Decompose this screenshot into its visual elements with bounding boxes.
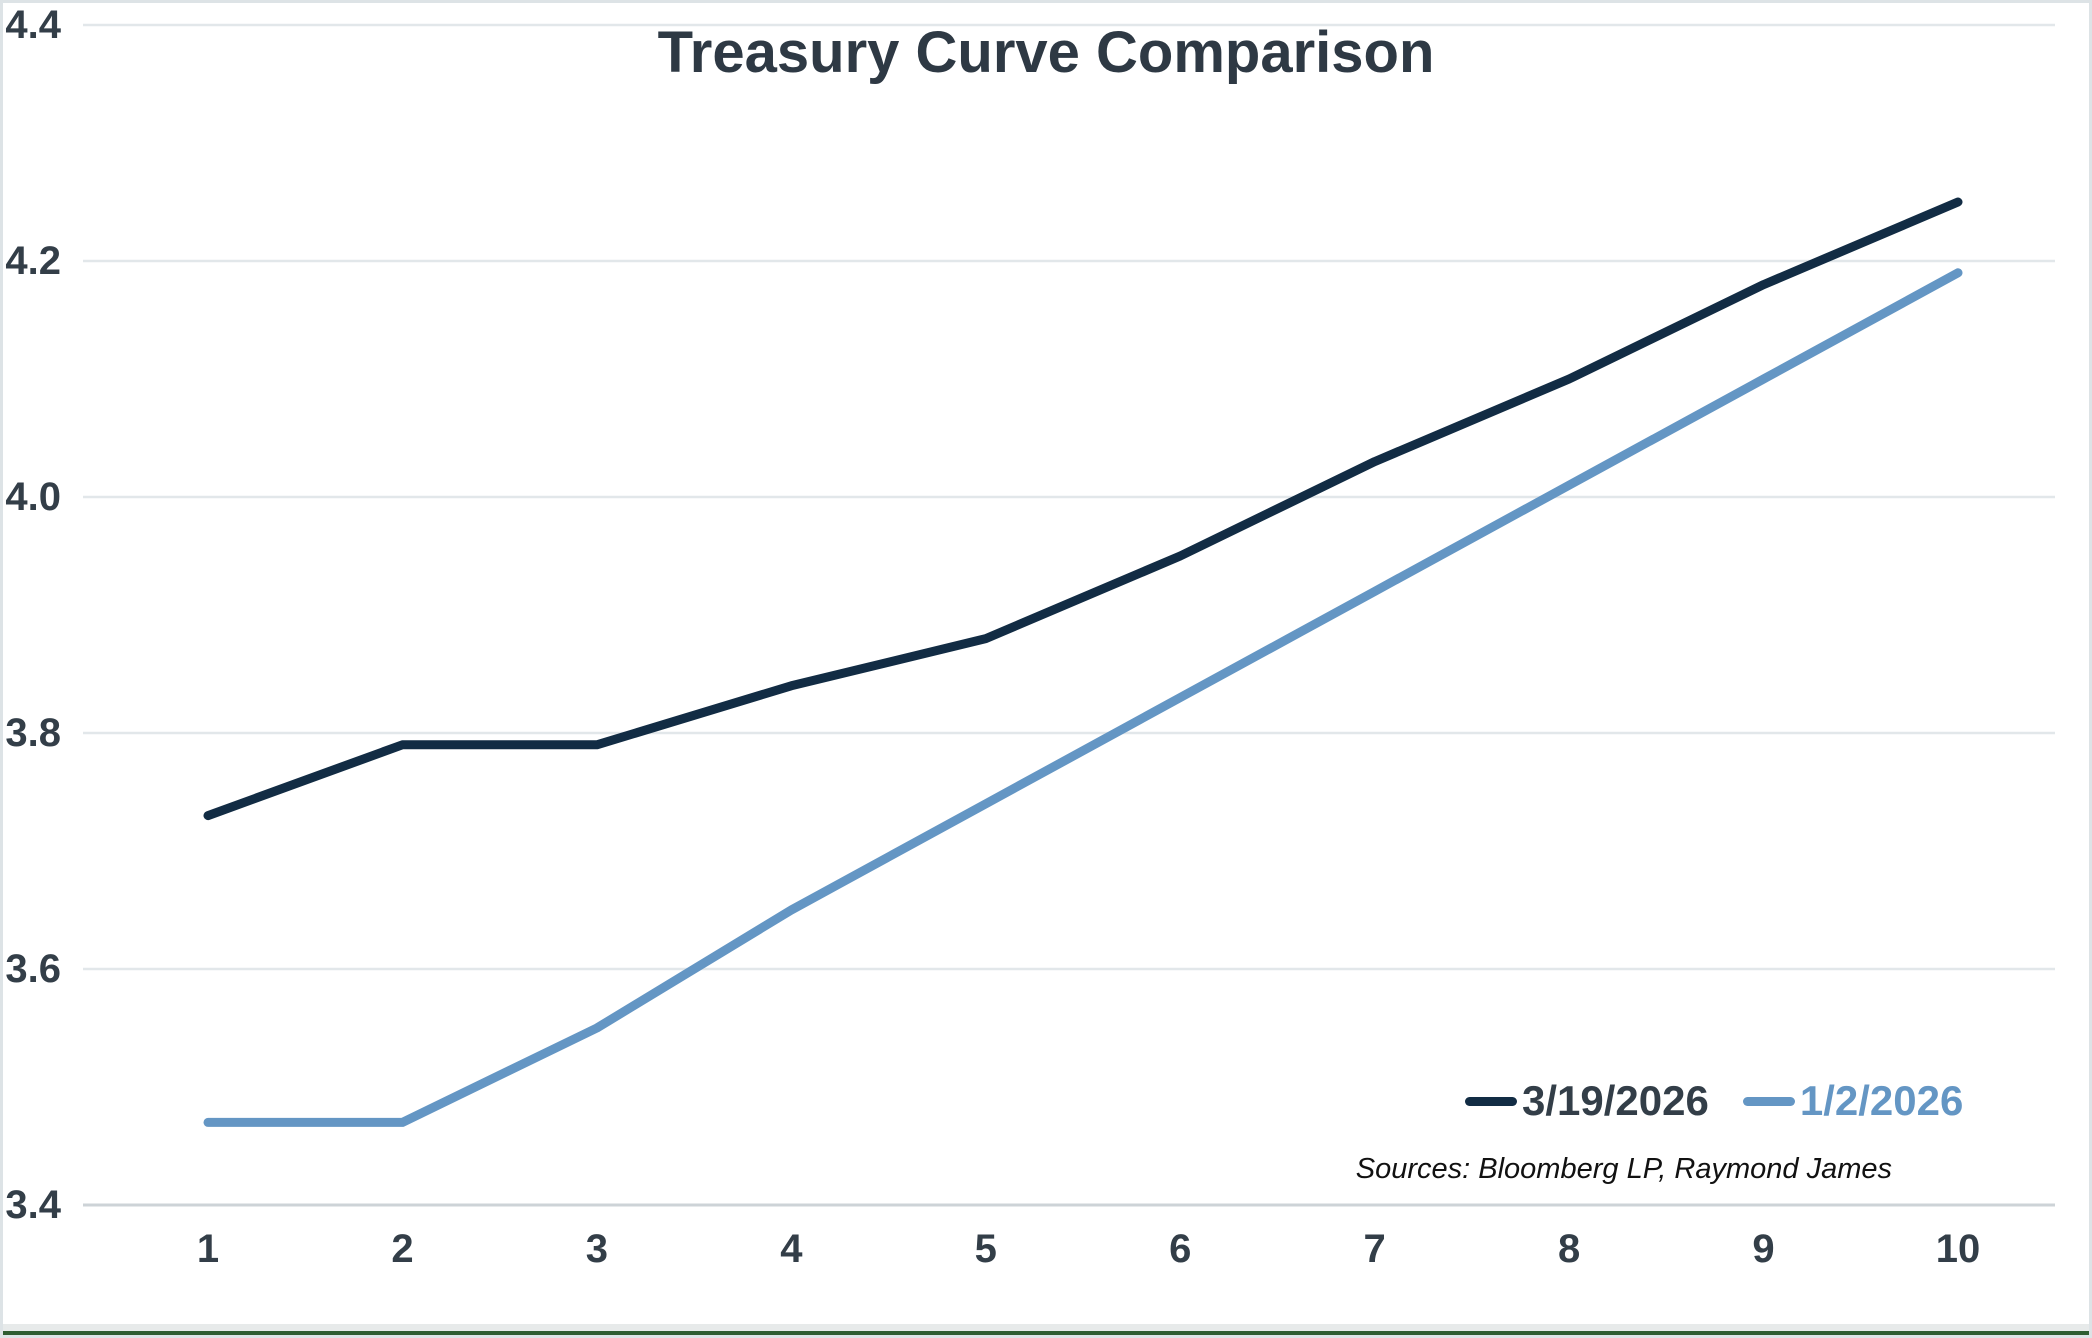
x-tick-label: 9	[1752, 1227, 1775, 1271]
y-tick-label: 4.0	[5, 475, 61, 519]
bottom-gray-strip	[3, 1324, 2089, 1331]
legend-label: 3/19/2026	[1522, 1077, 1709, 1124]
bottom-accent-bar	[3, 1331, 2089, 1335]
x-tick-label: 10	[1935, 1227, 1981, 1271]
x-tick-label: 3	[585, 1227, 608, 1271]
source-note: Sources: Bloomberg LP, Raymond James	[1355, 1153, 1892, 1185]
x-tick-label: 2	[391, 1227, 414, 1271]
y-tick-label: 4.2	[5, 239, 61, 283]
y-tick-label: 4.4	[5, 3, 61, 47]
x-tick-label: 8	[1557, 1227, 1581, 1271]
x-tick-label: 4	[780, 1227, 803, 1271]
series-line-1-2-2026	[203, 268, 1963, 1127]
x-tick-label: 1	[196, 1227, 220, 1271]
legend-line-swatch-icon	[1465, 1096, 1517, 1106]
plot-svg	[83, 23, 2055, 1207]
legend: 3/19/2026 1/2/2026	[1465, 1077, 1963, 1125]
legend-line-swatch-icon	[1742, 1096, 1795, 1106]
legend-entry-1-2-2026: 1/2/2026	[1742, 1077, 1964, 1125]
y-tick-label: 3.4	[5, 1183, 61, 1227]
y-tick-label: 3.6	[5, 947, 61, 991]
x-tick-label: 6	[1169, 1227, 1192, 1271]
legend-entry-3-19-2026: 3/19/2026	[1465, 1077, 1709, 1125]
chart-title: Treasury Curve Comparison	[657, 20, 1435, 85]
y-tick-label: 3.8	[5, 711, 61, 755]
x-tick-label: 5	[974, 1227, 997, 1271]
x-tick-label: 7	[1363, 1227, 1386, 1271]
series-line-3-19-2026	[203, 197, 1963, 821]
legend-label: 1/2/2026	[1799, 1077, 1964, 1124]
